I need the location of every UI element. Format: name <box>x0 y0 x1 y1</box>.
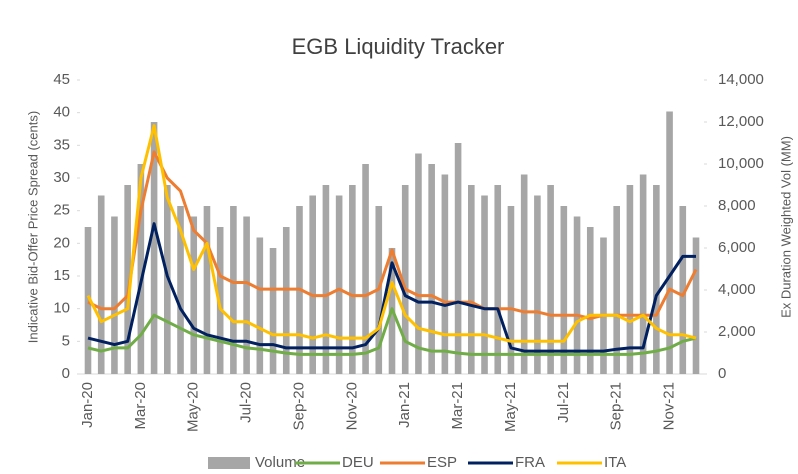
volume-bar <box>679 206 687 374</box>
volume-bar <box>137 164 145 374</box>
x-tick-label: Jan-21 <box>396 382 413 428</box>
volume-bar <box>203 206 211 374</box>
chart-title: EGB Liquidity Tracker <box>292 34 505 59</box>
y-tick-label: 30 <box>53 169 70 186</box>
y2-tick-label: 4,000 <box>718 281 756 298</box>
x-tick-label: Jul-20 <box>238 382 255 423</box>
volume-bar <box>335 195 343 374</box>
series-line <box>86 124 697 343</box>
legend-label: ITA <box>604 454 626 471</box>
y-tick-label: 10 <box>53 300 70 317</box>
legend-swatch <box>208 457 250 469</box>
volume-bar <box>124 185 131 374</box>
volume-bar <box>666 111 673 374</box>
volume-bar <box>520 174 528 374</box>
volume-bar <box>349 185 356 374</box>
volume-bar <box>150 122 158 374</box>
volume-bar <box>269 248 277 374</box>
x-tick-label: Sep-21 <box>608 382 625 430</box>
volume-bar <box>626 185 634 374</box>
y2-tick-label: 0 <box>718 365 726 382</box>
legend-label: FRA <box>515 454 545 471</box>
volume-bar <box>560 206 568 374</box>
y2-tick-label: 12,000 <box>718 113 764 130</box>
y-tick-label: 45 <box>53 71 70 88</box>
y-tick-label: 20 <box>53 234 70 251</box>
volume-bar <box>534 195 541 374</box>
volume-bar <box>401 185 409 374</box>
volume-bar <box>428 164 435 374</box>
volume-bar <box>177 206 184 374</box>
volume-bar <box>256 237 264 374</box>
volume-bar <box>111 216 118 374</box>
volume-bar <box>481 195 488 374</box>
y-tick-label: 40 <box>53 104 70 121</box>
y2-tick-label: 10,000 <box>718 155 764 172</box>
legend-label: Volume <box>255 454 305 471</box>
y-tick-label: 35 <box>53 136 70 153</box>
volume-bar <box>507 206 515 374</box>
legend-label: ESP <box>427 454 457 471</box>
volume-bar <box>600 237 607 374</box>
volume-bar <box>586 227 594 374</box>
volume-bar <box>309 195 316 374</box>
legend-label: DEU <box>342 454 374 471</box>
y2-tick-label: 2,000 <box>718 323 756 340</box>
y-tick-label: 25 <box>53 202 70 219</box>
y-tick-label: 15 <box>53 267 70 284</box>
series-line <box>87 307 697 356</box>
volume-bar <box>322 185 330 374</box>
volume-bar <box>362 164 369 374</box>
y2-tick-label: 8,000 <box>718 197 756 214</box>
volume-bar <box>415 153 422 374</box>
volume-bar <box>230 206 237 374</box>
volume-bar <box>190 216 198 374</box>
series-line <box>87 150 698 320</box>
volume-bar <box>282 227 290 374</box>
volume-bar <box>454 143 462 374</box>
x-tick-label: Jan-20 <box>79 382 96 428</box>
volume-bar <box>97 195 105 374</box>
volume-bar <box>243 216 250 374</box>
x-tick-label: Nov-21 <box>661 382 678 430</box>
y2-tick-label: 14,000 <box>718 71 764 88</box>
series-line <box>87 222 696 353</box>
y2-axis-title: Ex Duration Weighted Vol (MM) <box>778 136 793 318</box>
y-tick-label: 5 <box>62 332 70 349</box>
x-tick-label: Jul-21 <box>555 382 572 423</box>
volume-bar <box>573 216 581 374</box>
y-axis-title: Indicative Bid-Offer Price Spread (cents… <box>25 111 40 343</box>
x-tick-label: Nov-20 <box>343 382 360 430</box>
y-tick-label: 0 <box>62 365 70 382</box>
volume-bar <box>613 206 620 374</box>
volume-bar <box>494 185 502 374</box>
volume-bar <box>468 185 475 374</box>
x-tick-label: Sep-20 <box>290 382 307 430</box>
volume-bar <box>653 185 660 374</box>
x-tick-label: Mar-21 <box>449 382 466 430</box>
volume-bar <box>639 174 647 374</box>
volume-bar <box>692 237 700 374</box>
volume-bar <box>547 185 554 374</box>
volume-bar <box>84 227 92 374</box>
x-tick-label: Mar-20 <box>132 382 149 430</box>
volume-bar <box>216 227 224 374</box>
volume-bar <box>441 174 449 374</box>
y2-tick-label: 6,000 <box>718 239 756 256</box>
x-tick-label: May-21 <box>502 382 519 432</box>
x-tick-label: May-20 <box>185 382 202 432</box>
